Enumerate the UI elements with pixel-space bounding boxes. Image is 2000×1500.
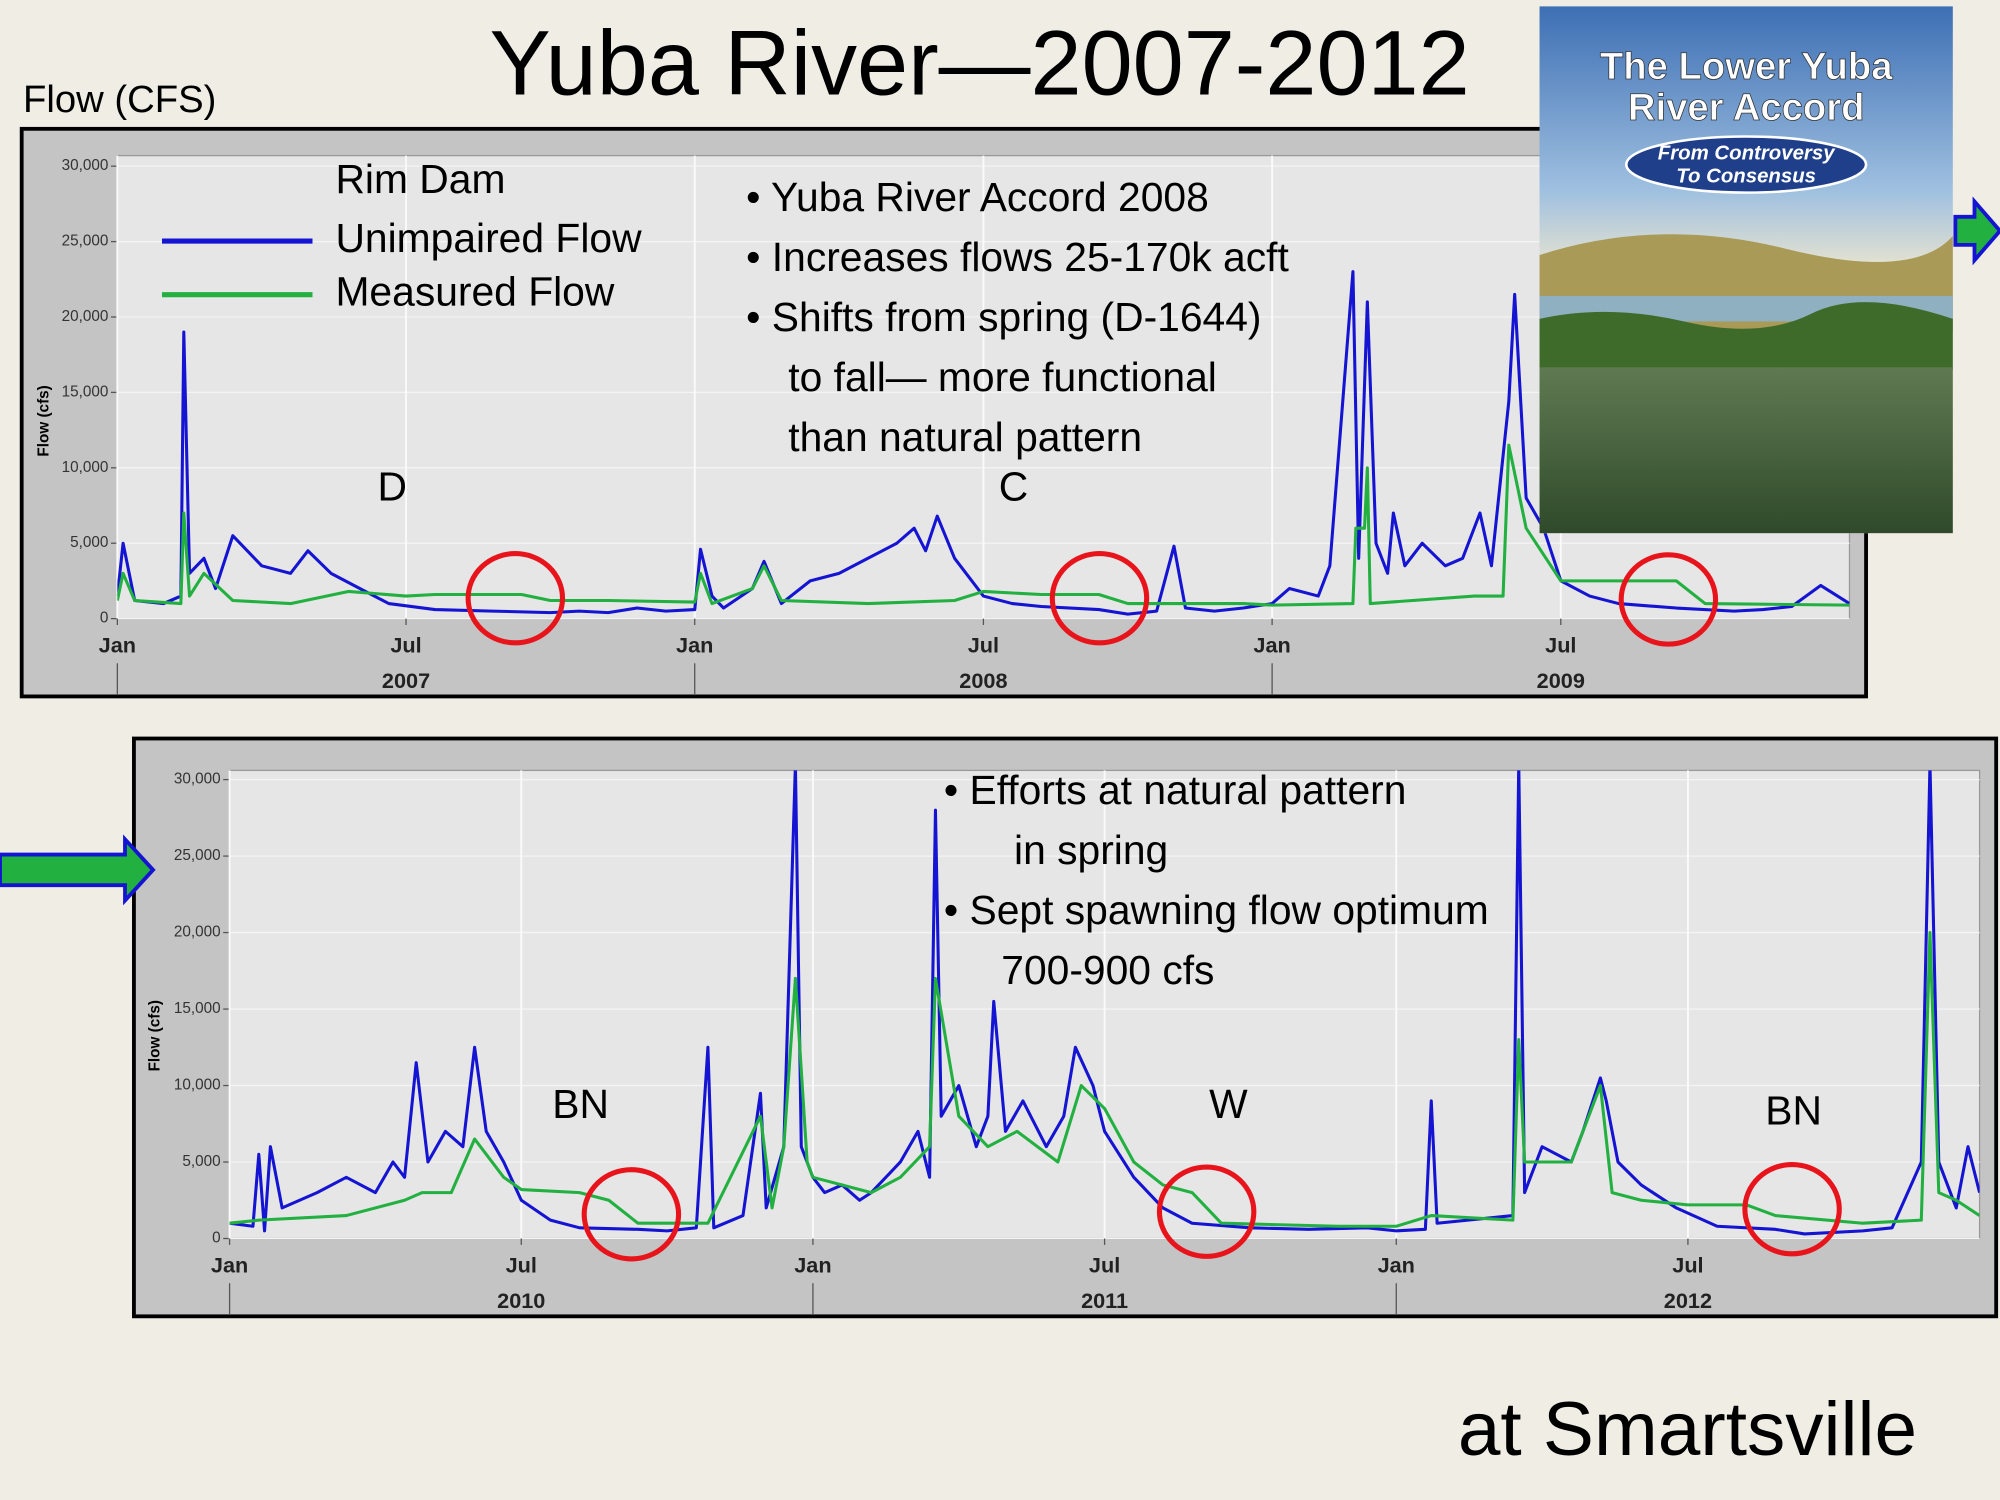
cover-bushes [1539,302,1953,370]
x-tick-label: Jul [390,632,421,657]
year-label: 2008 [959,668,1007,693]
highlight-circle [581,1167,682,1262]
book-subtitle: To Consensus [1676,166,1816,188]
annotation: C [999,464,1028,510]
y-axis-label: Flow (cfs) [36,385,53,456]
annotation: • Sept spawning flow optimum [944,887,1489,933]
x-tick-label: Jan [211,1252,248,1277]
legend-title: Rim Dam [335,156,505,202]
year-label: 2009 [1537,668,1585,693]
chart-bottom: 0 5,000 10,000 15,000 20,000 25,000 30,000 Jan J… [132,736,1999,1319]
x-tick-label: Jan [676,632,713,657]
x-tick-label: Jul [1545,632,1576,657]
annotation: BN [1765,1087,1822,1133]
highlight-circle [465,551,566,646]
axis-note: Flow (CFS) [23,78,216,121]
x-tick-label: Jul [1672,1252,1703,1277]
book-title: The Lower Yuba [1600,45,1893,88]
annotation: • Yuba River Accord 2008 [746,174,1209,220]
flow-line [229,930,1980,1228]
y-tick-label: 5,000 [70,534,108,551]
book-cover: The Lower Yuba River Accord From Controv… [1539,6,1953,534]
book-badge [1625,135,1868,194]
highlight-circle [1049,551,1150,646]
highlight-circle [1618,552,1719,647]
x-tick-label: Jul [506,1252,537,1277]
y-tick-label: 25,000 [174,847,221,864]
legend-label: Unimpaired Flow [335,215,642,261]
annotation: • Increases flows 25-170k acft [746,234,1289,280]
annotation: to fall— more functional [788,354,1217,400]
y-tick-label: 10,000 [174,1077,221,1094]
highlight-circle [1742,1161,1842,1257]
year-label: 2012 [1664,1288,1712,1313]
legend-label: Measured Flow [335,268,614,314]
footer: at Smartsville [1458,1387,1917,1472]
y-axis-label: Flow (cfs) [147,1000,164,1071]
x-tick-label: Jul [968,632,999,657]
annotation: than natural pattern [788,414,1142,460]
y-tick-label: 10,000 [62,459,109,476]
y-tick-label: 20,000 [174,924,221,941]
flow-line [117,443,1850,607]
slide-title: Yuba River—2007-2012 [490,12,1470,114]
y-tick-label: 30,000 [62,157,109,174]
x-tick-label: Jan [99,632,136,657]
x-tick-label: Jan [1378,1252,1415,1277]
flow-line [117,270,1850,616]
y-tick-label: 25,000 [62,233,109,250]
annotation: D [378,464,407,510]
year-label: 2007 [382,668,430,693]
y-tick-label: 15,000 [62,383,109,400]
y-tick-label: 5,000 [182,1153,220,1170]
arrow-left [0,834,156,906]
year-label: 2011 [1081,1288,1128,1313]
annotation: BN [552,1081,609,1127]
y-tick-label: 20,000 [62,308,109,325]
arrow-right [1953,196,2000,266]
y-tick-label: 15,000 [174,1000,221,1017]
year-label: 2010 [497,1288,545,1313]
x-tick-label: Jan [794,1252,831,1277]
annotation: • Shifts from spring (D-1644) [746,294,1261,340]
y-tick-label: 0 [100,610,109,627]
annotation: • Efforts at natural pattern [944,767,1407,813]
annotation: in spring [1014,827,1168,873]
y-tick-label: 0 [212,1230,221,1247]
annotation: 700-900 cfs [1001,947,1214,993]
book-subtitle: From Controversy [1658,143,1836,165]
x-tick-label: Jul [1089,1252,1120,1277]
annotation: W [1209,1081,1248,1127]
book-title: River Accord [1628,86,1865,129]
cover-water [1539,367,1953,534]
highlight-circle [1156,1164,1257,1259]
x-tick-label: Jan [1253,632,1290,657]
flow-line [229,770,1980,1236]
y-tick-label: 30,000 [174,771,221,788]
